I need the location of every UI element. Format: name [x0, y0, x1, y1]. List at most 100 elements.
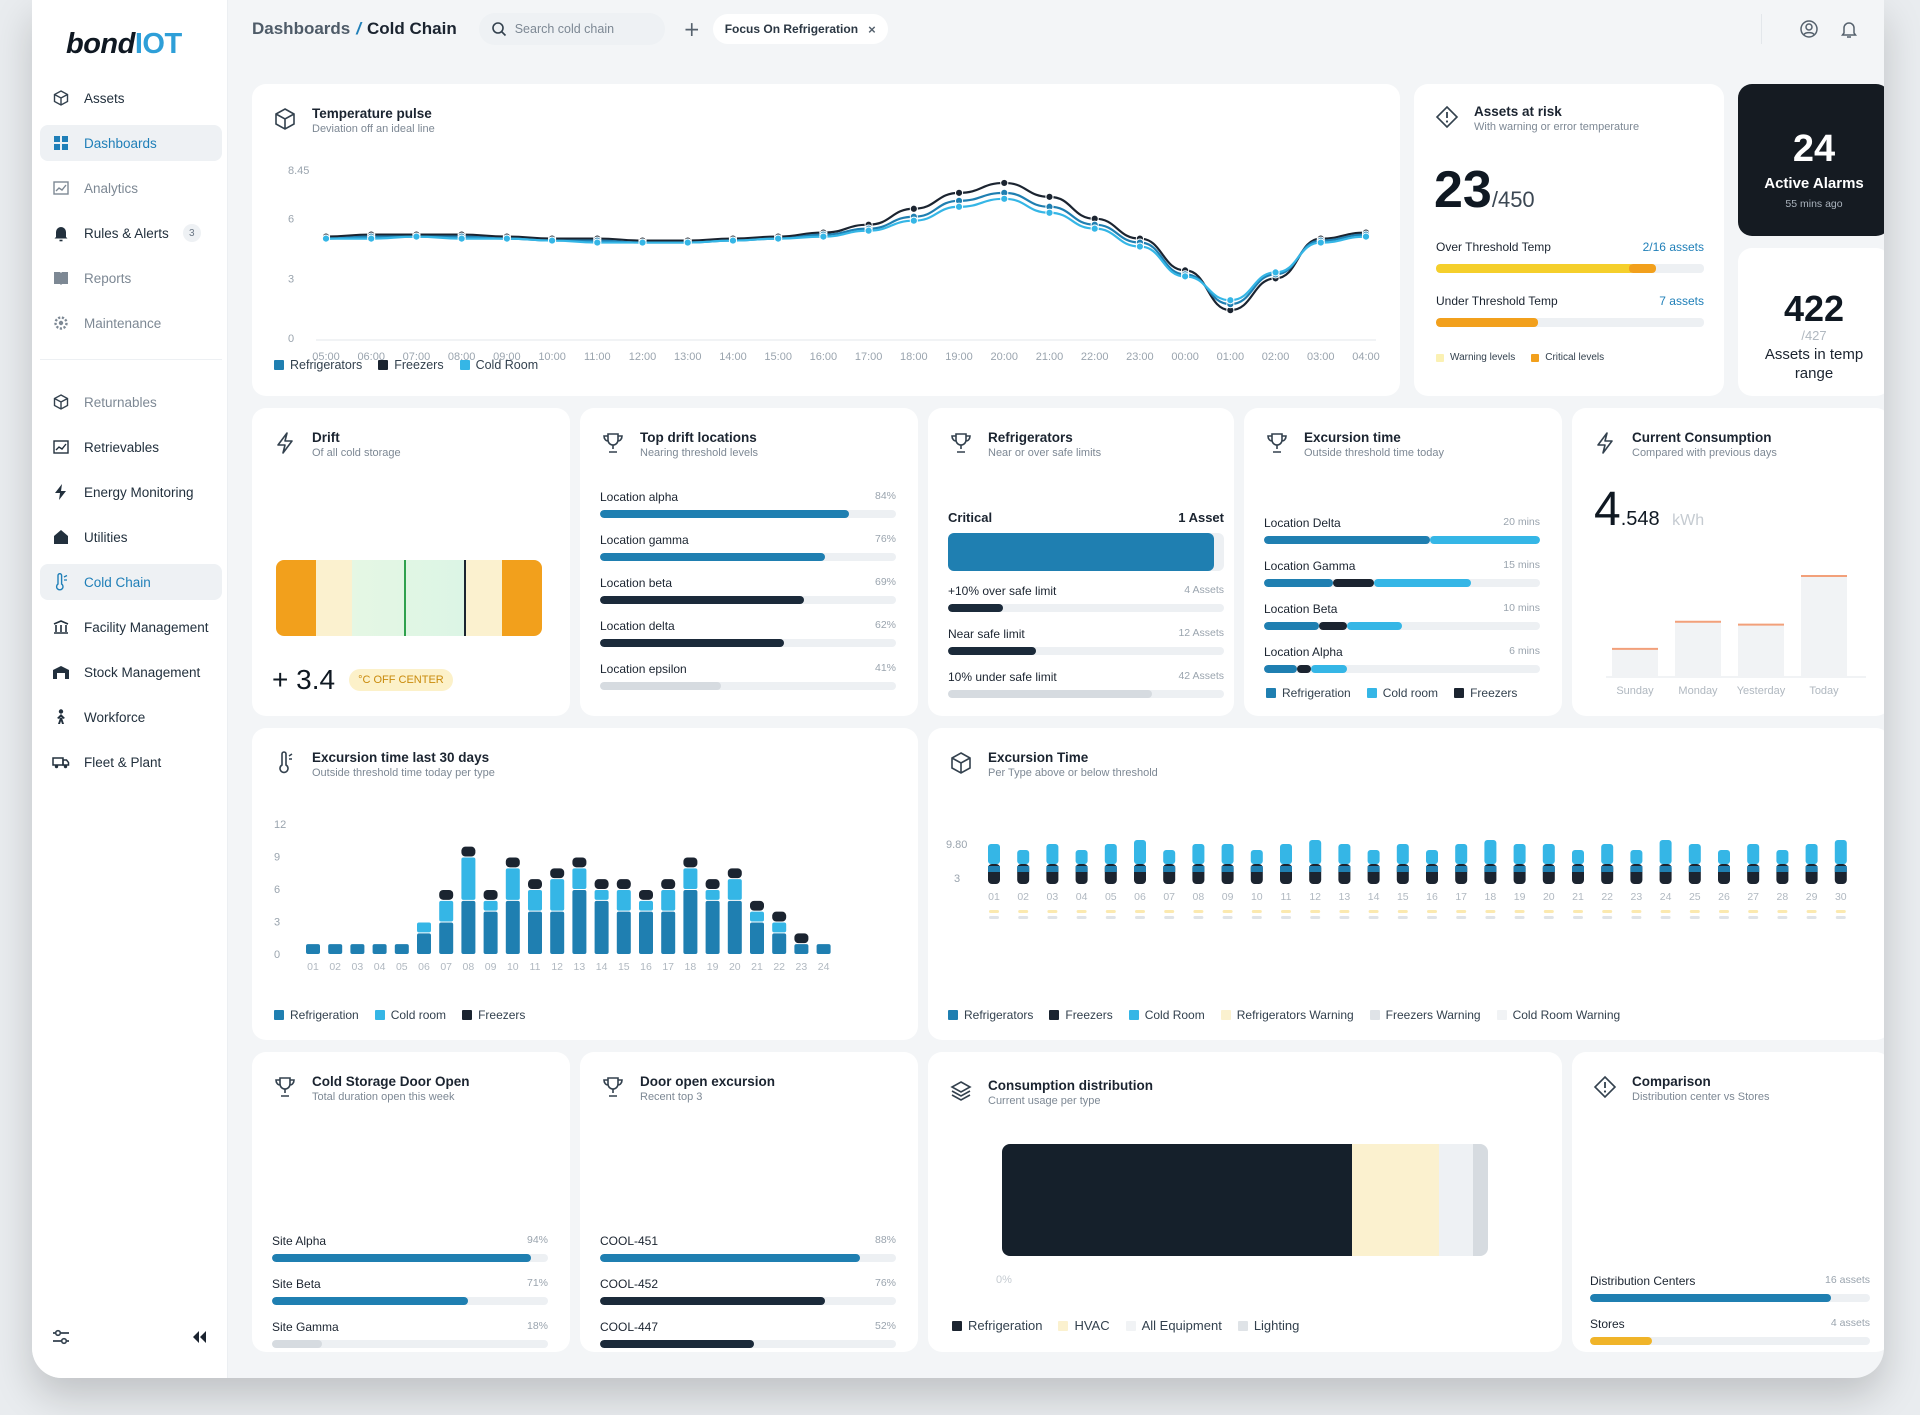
bar-refrigerators[interactable]	[1747, 866, 1760, 872]
bar-cold-room[interactable]	[1017, 850, 1030, 864]
legend-item-freezers-warning[interactable]: Freezers Warning	[1369, 1008, 1481, 1022]
bar-refrigeration[interactable]	[550, 911, 565, 954]
bar-refrigerators[interactable]	[1426, 866, 1438, 872]
legend-item-cold-room[interactable]: Cold room	[1366, 686, 1438, 700]
sidebar-item-stock-management[interactable]: Stock Management	[40, 654, 222, 690]
bar-row-stores[interactable]: Stores 4 assets	[1590, 1317, 1870, 1345]
bar-refrigerators[interactable]	[1601, 866, 1614, 872]
bar-refrigerators[interactable]	[1834, 866, 1847, 872]
bar-freezers[interactable]	[683, 857, 698, 868]
collapse-sidebar-icon[interactable]	[188, 1326, 210, 1348]
series-point[interactable]	[1000, 178, 1009, 188]
bar-cold-room[interactable]	[1338, 844, 1351, 864]
bar-refrigerators[interactable]	[1776, 866, 1789, 872]
bar-cold-room[interactable]	[1309, 840, 1322, 864]
bar-cold-room[interactable]	[772, 922, 787, 933]
series-point[interactable]	[502, 234, 511, 243]
legend-item-hvac[interactable]: HVAC	[1058, 1318, 1110, 1333]
bar-refrigeration[interactable]	[417, 933, 431, 954]
bar-cold-room[interactable]	[1163, 850, 1176, 864]
bar-refrigeration[interactable]	[572, 890, 587, 954]
bar-row-site-alpha[interactable]: Site Alpha 94%	[272, 1234, 548, 1262]
series-point[interactable]	[954, 188, 964, 197]
bar-cold-room[interactable]	[639, 900, 653, 911]
bar-refrigerators[interactable]	[1104, 866, 1117, 872]
bar-refrigeration[interactable]	[350, 944, 365, 954]
bar-refrigeration[interactable]	[705, 900, 720, 954]
bar-freezers[interactable]	[572, 857, 587, 868]
series-point[interactable]	[547, 236, 557, 245]
bar-refrigerators[interactable]	[1250, 866, 1263, 872]
legend-item-freezers[interactable]: Freezers	[462, 1008, 525, 1022]
bar-cold-room[interactable]	[1659, 840, 1672, 864]
bar-refrigerators[interactable]	[1688, 866, 1701, 872]
bar-cold-room[interactable]	[1601, 844, 1614, 864]
sidebar-item-returnables[interactable]: Returnables	[40, 384, 222, 420]
bar-cold-room[interactable]	[1280, 844, 1292, 864]
bar-cold-room[interactable]	[1718, 850, 1730, 864]
excursion-row-location-delta[interactable]: Location Delta 20 mins	[1264, 516, 1540, 544]
series-point[interactable]	[1181, 272, 1190, 281]
bar-refrigeration[interactable]	[483, 911, 498, 954]
series-point[interactable]	[1316, 238, 1325, 247]
legend-item-refrigerators[interactable]: Refrigerators	[948, 1008, 1033, 1022]
bar-refrigeration[interactable]	[616, 911, 631, 954]
bar-row-location-epsilon[interactable]: Location epsilon 41%	[600, 662, 896, 690]
bar-cold-room[interactable]	[1484, 840, 1497, 864]
bar-freezers[interactable]	[616, 879, 631, 889]
bar-refrigerators[interactable]	[1309, 866, 1322, 872]
sidebar-item-energy-monitoring[interactable]: Energy Monitoring	[40, 474, 222, 510]
legend-item-cold-room-warning[interactable]: Cold Room Warning	[1496, 1008, 1620, 1022]
bar-refrigeration[interactable]	[306, 944, 320, 954]
bar-refrigeration[interactable]	[661, 911, 676, 954]
sidebar-item-retrievables[interactable]: Retrievables	[40, 429, 222, 465]
bar-cold-room[interactable]	[417, 922, 431, 933]
series-point[interactable]	[1045, 208, 1054, 217]
bar-cold-room[interactable]	[1805, 844, 1818, 864]
bar-row-distribution-centers[interactable]: Distribution Centers 16 assets	[1590, 1274, 1870, 1302]
consumption-bar[interactable]	[1612, 648, 1658, 676]
bar-row-site-gamma[interactable]: Site Gamma 18%	[272, 1320, 548, 1348]
sidebar-item-workforce[interactable]: Workforce	[40, 699, 222, 735]
bar-cold-room[interactable]	[750, 911, 764, 922]
bar-refrigeration[interactable]	[328, 944, 343, 954]
bar-refrigeration[interactable]	[372, 944, 387, 954]
bar-refrigeration[interactable]	[816, 944, 831, 954]
bar-row-location-alpha[interactable]: Location alpha 84%	[600, 490, 896, 518]
sliders-icon[interactable]	[50, 1326, 72, 1348]
bar-cold-room[interactable]	[683, 868, 698, 889]
series-point[interactable]	[909, 216, 918, 225]
bar-refrigerators[interactable]	[1367, 866, 1380, 872]
distribution-segment-hvac[interactable]	[1351, 1144, 1440, 1256]
bar-cold-room[interactable]	[1134, 840, 1146, 864]
bar-refrigerators[interactable]	[1046, 866, 1059, 872]
legend-item-refrigeration[interactable]: Refrigeration	[952, 1318, 1042, 1333]
bar-cold-room[interactable]	[1221, 844, 1234, 864]
series-point[interactable]	[1135, 242, 1145, 251]
bar-refrigerators[interactable]	[1572, 866, 1584, 872]
bar-cold-room[interactable]	[616, 890, 631, 911]
bar-cold-room[interactable]	[439, 900, 454, 922]
close-icon[interactable]: ×	[868, 21, 876, 37]
bar-refrigerators[interactable]	[1513, 866, 1526, 872]
bar-refrigeration[interactable]	[505, 900, 520, 954]
bar-refrigerators[interactable]	[1630, 866, 1643, 872]
bar-cold-room[interactable]	[661, 890, 676, 911]
legend-item-cold-room[interactable]: Cold Room	[1128, 1008, 1205, 1022]
bar-refrigeration[interactable]	[528, 911, 542, 954]
series-point[interactable]	[1045, 192, 1054, 201]
series-point[interactable]	[457, 234, 466, 243]
bar-row-site-beta[interactable]: Site Beta 71%	[272, 1277, 548, 1305]
bar-refrigeration[interactable]	[439, 922, 454, 955]
bar-row-cool-447[interactable]: COOL-447 52%	[600, 1320, 896, 1348]
series-point[interactable]	[638, 238, 647, 247]
bar-cold-room[interactable]	[727, 879, 742, 900]
consumption-bar[interactable]	[1675, 621, 1721, 676]
bar-freezers[interactable]	[461, 846, 476, 857]
bar-freezers[interactable]	[705, 879, 720, 889]
bar-refrigeration[interactable]	[727, 900, 742, 954]
series-point[interactable]	[864, 226, 873, 235]
bar-refrigeration[interactable]	[461, 900, 476, 954]
bar-cold-room[interactable]	[1513, 844, 1526, 864]
sidebar-item-utilities[interactable]: Utilities	[40, 519, 222, 555]
